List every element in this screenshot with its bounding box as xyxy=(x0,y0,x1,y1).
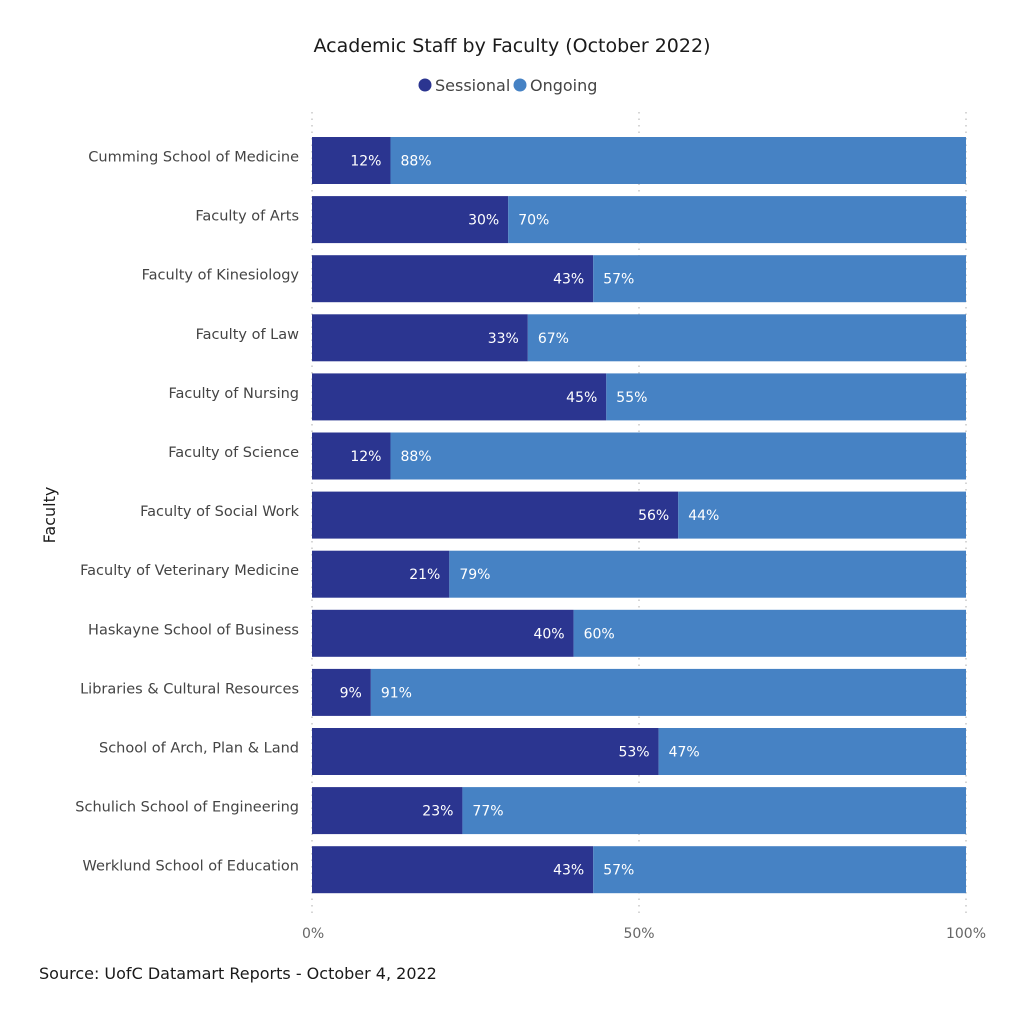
bar-ongoing xyxy=(508,196,966,244)
category-label: Faculty of Kinesiology xyxy=(142,268,300,284)
bar-sessional xyxy=(312,196,509,244)
x-tick-label: 0% xyxy=(302,926,324,942)
category-label: Faculty of Veterinary Medicine xyxy=(80,563,299,579)
data-label-sessional: 21% xyxy=(409,567,440,583)
bar-ongoing xyxy=(449,550,967,598)
data-label-ongoing: 57% xyxy=(603,272,634,288)
x-tick-label: 100% xyxy=(946,926,986,942)
data-label-sessional: 12% xyxy=(350,154,381,170)
y-axis-title: Faculty xyxy=(40,487,59,544)
data-label-sessional: 43% xyxy=(553,272,584,288)
category-label: Cumming School of Medicine xyxy=(88,150,299,166)
data-label-sessional: 45% xyxy=(566,390,597,406)
data-label-sessional: 33% xyxy=(488,331,519,347)
category-label: Werklund School of Education xyxy=(82,859,299,875)
data-label-ongoing: 70% xyxy=(518,213,549,229)
data-label-ongoing: 77% xyxy=(472,804,503,820)
bar-sessional xyxy=(312,787,463,835)
data-label-sessional: 56% xyxy=(638,508,669,524)
data-label-sessional: 30% xyxy=(468,213,499,229)
bar-sessional xyxy=(312,668,371,716)
category-label: Haskayne School of Business xyxy=(88,622,299,638)
x-tick-labels: 0% 50% 100% xyxy=(302,926,986,942)
category-label: Faculty of Law xyxy=(196,327,300,343)
data-label-sessional: 23% xyxy=(422,804,453,820)
category-label: Faculty of Science xyxy=(168,445,299,461)
data-label-sessional: 12% xyxy=(350,449,381,465)
legend-label-ongoing: Ongoing xyxy=(530,76,597,95)
bar-sessional xyxy=(312,373,607,421)
data-label-ongoing: 55% xyxy=(616,390,647,406)
bar-ongoing xyxy=(390,137,967,184)
bar-ongoing xyxy=(390,432,967,480)
category-label: Libraries & Cultural Resources xyxy=(80,681,299,697)
x-tick-label: 50% xyxy=(623,926,654,942)
chart-title: Academic Staff by Faculty (October 2022) xyxy=(314,35,711,57)
legend: Sessional Ongoing xyxy=(418,76,597,95)
bar-sessional xyxy=(312,609,574,657)
bar-sessional xyxy=(312,846,594,894)
bar-ongoing xyxy=(462,787,966,835)
data-label-ongoing: 47% xyxy=(669,745,700,761)
category-label: Faculty of Nursing xyxy=(168,386,299,402)
bar-sessional xyxy=(312,728,659,775)
data-label-ongoing: 79% xyxy=(459,567,490,583)
bars xyxy=(312,137,967,894)
data-label-ongoing: 44% xyxy=(688,508,719,524)
category-labels: Cumming School of Medicine Faculty of Art… xyxy=(75,150,299,875)
category-label: Faculty of Arts xyxy=(195,209,299,225)
bar-ongoing xyxy=(573,609,966,657)
legend-label-sessional: Sessional xyxy=(435,76,510,95)
data-label-ongoing: 88% xyxy=(400,154,431,170)
data-label-sessional: 53% xyxy=(618,745,649,761)
bar-ongoing xyxy=(593,846,966,894)
bar-ongoing xyxy=(370,668,966,716)
bar-ongoing xyxy=(606,373,966,421)
data-label-ongoing: 91% xyxy=(381,685,412,701)
bar-sessional xyxy=(312,432,391,480)
data-label-ongoing: 60% xyxy=(584,626,615,642)
data-label-ongoing: 57% xyxy=(603,863,634,879)
data-label-sessional: 9% xyxy=(340,685,362,701)
bar-sessional xyxy=(312,491,679,539)
bar-sessional xyxy=(312,137,391,184)
bar-sessional xyxy=(312,255,594,303)
bar-sessional xyxy=(312,314,528,362)
bar-ongoing xyxy=(678,491,966,539)
source-note: Source: UofC Datamart Reports - October … xyxy=(39,964,437,983)
bar-ongoing xyxy=(658,728,966,775)
data-label-sessional: 40% xyxy=(533,626,564,642)
data-label-ongoing: 67% xyxy=(538,331,569,347)
bar-sessional xyxy=(312,550,450,598)
data-label-ongoing: 88% xyxy=(400,449,431,465)
data-labels: 12% 88% 30% 70% 43% 57% 33% 67% 45% 55% 12% 88% 56% 4… xyxy=(340,154,720,879)
legend-marker-sessional xyxy=(418,78,432,92)
bar-ongoing xyxy=(527,314,966,362)
category-label: Schulich School of Engineering xyxy=(75,800,299,816)
category-label: Faculty of Social Work xyxy=(140,504,299,520)
legend-marker-ongoing xyxy=(513,78,527,92)
bar-ongoing xyxy=(593,255,966,303)
data-label-sessional: 43% xyxy=(553,863,584,879)
category-label: School of Arch, Plan & Land xyxy=(99,741,299,757)
